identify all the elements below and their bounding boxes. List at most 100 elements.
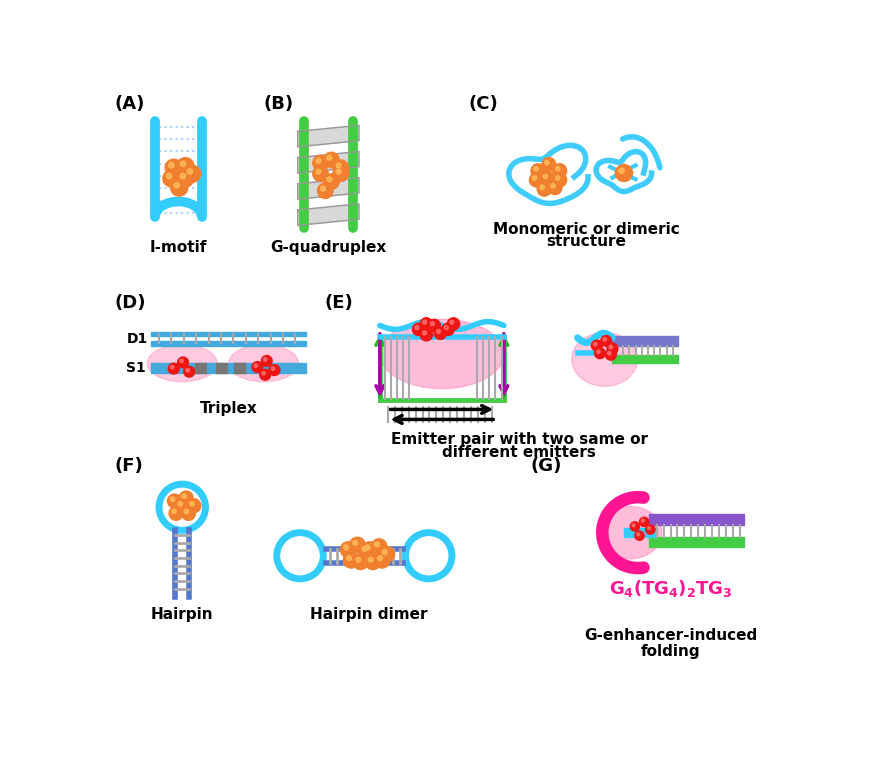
Circle shape [174,183,180,188]
Text: $\mathbf{G_4(TG_4)_2TG_3}$: $\mathbf{G_4(TG_4)_2TG_3}$ [608,578,733,599]
Circle shape [353,555,368,569]
Circle shape [323,152,339,168]
Text: (D): (D) [115,294,146,312]
Polygon shape [509,145,588,203]
Circle shape [448,318,460,330]
Text: (B): (B) [263,95,294,113]
Bar [234,363,245,373]
Circle shape [365,545,370,550]
Circle shape [592,340,602,351]
Polygon shape [298,177,359,199]
Circle shape [343,553,359,568]
Ellipse shape [229,344,298,382]
Ellipse shape [599,506,662,558]
Circle shape [609,345,613,349]
Bar [216,363,227,373]
Circle shape [184,509,189,514]
Circle shape [647,526,651,530]
Circle shape [341,542,355,558]
Circle shape [421,329,433,341]
Circle shape [170,179,188,196]
Circle shape [316,169,321,174]
Circle shape [168,494,182,508]
Circle shape [184,166,201,182]
Circle shape [365,555,381,569]
Circle shape [359,544,375,558]
Circle shape [553,173,567,187]
Circle shape [163,170,180,187]
Circle shape [541,172,554,185]
Circle shape [371,539,387,555]
Text: (E): (E) [324,294,353,312]
Circle shape [531,164,545,177]
Circle shape [532,176,537,180]
Circle shape [422,320,427,324]
Circle shape [180,173,186,179]
Circle shape [353,540,358,545]
Circle shape [321,186,326,191]
Circle shape [327,177,332,182]
Circle shape [336,169,341,174]
Circle shape [327,155,332,160]
Circle shape [379,547,395,562]
Circle shape [180,359,183,362]
Circle shape [169,506,183,520]
Text: (F): (F) [115,457,143,475]
Circle shape [176,499,189,512]
Text: G-enhancer-induced: G-enhancer-induced [584,629,757,644]
Circle shape [422,331,427,335]
Circle shape [441,323,454,336]
Circle shape [176,158,194,175]
Circle shape [615,165,633,181]
Circle shape [434,327,447,340]
Circle shape [254,364,257,367]
Circle shape [555,176,560,180]
Circle shape [343,545,348,550]
Circle shape [169,162,174,168]
Circle shape [375,553,390,568]
Polygon shape [298,152,359,173]
Circle shape [184,366,195,377]
Ellipse shape [572,333,638,387]
Circle shape [349,537,365,553]
Circle shape [180,161,186,166]
Circle shape [186,369,189,372]
Circle shape [313,155,328,171]
Circle shape [187,499,201,512]
Text: (A): (A) [115,95,145,113]
Text: structure: structure [546,234,626,249]
Circle shape [178,501,182,506]
Text: Monomeric or dimeric: Monomeric or dimeric [493,222,680,237]
Circle shape [262,372,265,375]
Circle shape [607,351,611,355]
Circle shape [333,160,348,176]
Ellipse shape [380,319,504,389]
Circle shape [545,160,549,165]
Text: I-motif: I-motif [149,240,207,255]
Circle shape [543,174,547,179]
Circle shape [271,367,275,370]
Circle shape [166,173,172,179]
Circle shape [637,533,640,536]
Circle shape [165,159,182,176]
Circle shape [594,348,606,358]
Circle shape [170,366,174,369]
Circle shape [534,166,538,171]
Circle shape [630,522,640,531]
Circle shape [551,184,555,188]
Text: G-quadruplex: G-quadruplex [270,240,387,255]
Circle shape [333,166,348,181]
Circle shape [421,318,433,330]
Text: S1: S1 [127,361,146,375]
Circle shape [555,166,560,171]
Bar [196,363,206,373]
Circle shape [169,363,179,374]
Text: Hairpin dimer: Hairpin dimer [309,607,427,622]
Circle shape [172,509,176,514]
Circle shape [436,330,441,333]
Circle shape [428,319,441,332]
Text: different emitters: different emitters [442,445,596,460]
Circle shape [607,343,618,354]
Circle shape [594,342,597,346]
Circle shape [529,173,543,187]
